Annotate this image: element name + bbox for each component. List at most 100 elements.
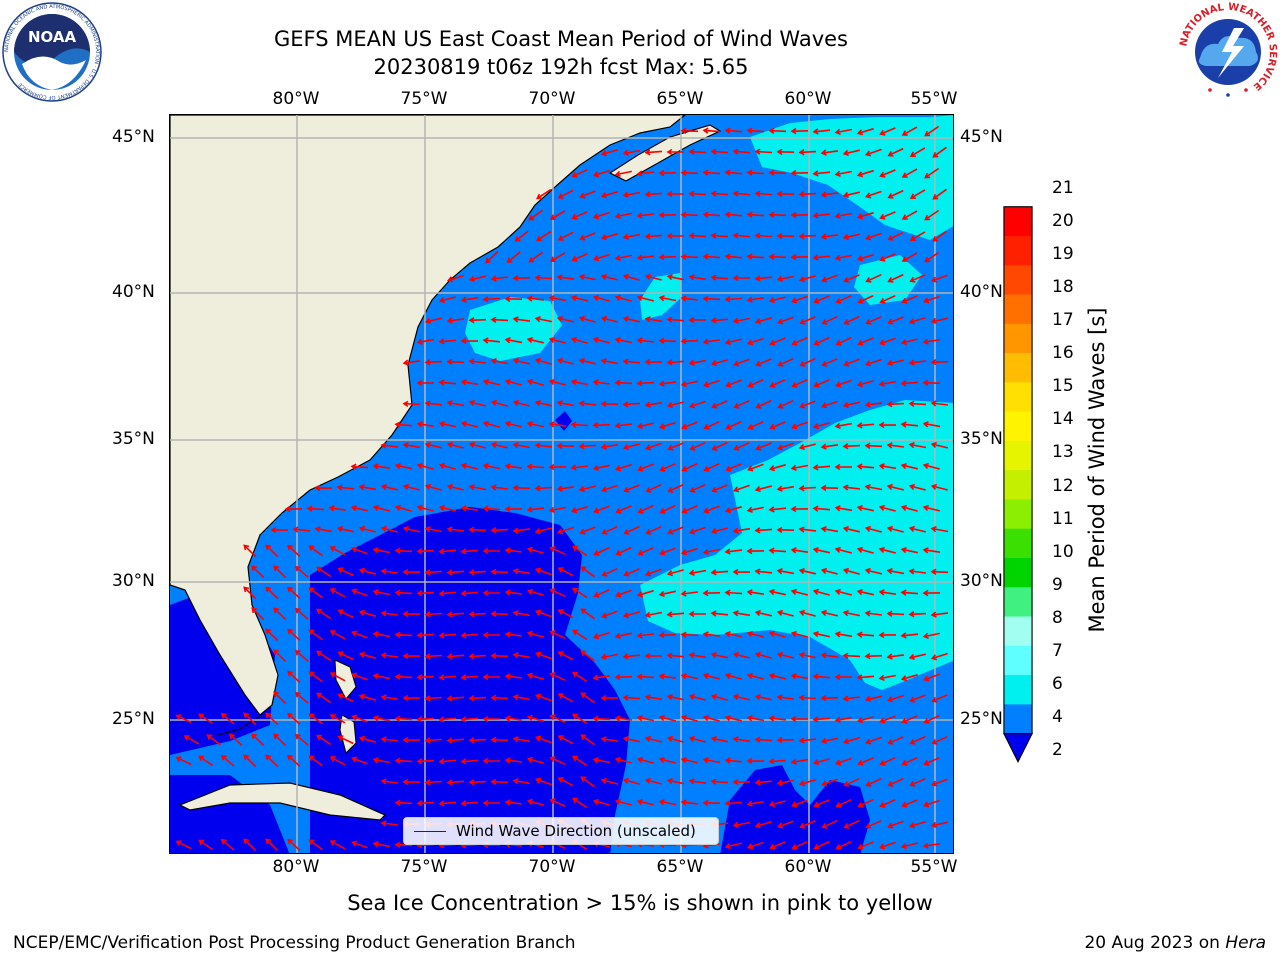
wave-direction-arrow [549,672,566,682]
wave-direction-arrow [887,736,904,745]
wave-direction-arrow [702,631,721,638]
lon-tick-top: 70°W [528,89,576,109]
wave-direction-arrow [901,252,918,262]
wave-direction-arrow [813,799,830,808]
wave-direction-arrow [798,191,817,198]
wave-direction-arrow [689,483,706,493]
wave-direction-arrow [865,820,882,829]
north-america-land [170,115,686,716]
wave-direction-arrow [644,611,663,618]
colorbar-tick-label: 21 [1052,178,1074,198]
wave-direction-arrow [710,778,729,785]
wave-direction-arrow [438,590,457,597]
wave-direction-arrow [526,336,544,344]
wave-direction-arrow [865,316,882,325]
wave-direction-arrow [857,841,874,850]
lon-tick-bottom: 60°W [784,857,832,877]
wave-direction-arrow [579,232,596,241]
chart-subtitle: 20230819 t06z 192h fcst Max: 5.65 [373,55,749,79]
wave-direction-arrow [175,756,192,766]
wave-direction-arrow [658,380,677,387]
wave-direction-arrow [777,357,794,367]
wave-direction-arrow [702,714,720,722]
wave-direction-arrow [746,169,765,176]
wave-direction-arrow [636,254,655,261]
colorbar-cell [1003,470,1033,500]
wave-direction-arrow [416,338,435,345]
wave-direction-arrow [834,757,852,766]
wave-direction-arrow [526,588,544,596]
wave-direction-arrow [658,421,676,430]
wave-direction-arrow [402,568,421,576]
wave-direction-arrow [622,149,641,156]
colorbar-cell [1003,675,1033,705]
wave-direction-arrow [732,778,751,786]
wave-direction-arrow [834,546,852,554]
wave-direction-arrow [747,463,764,472]
wave-direction-arrow [534,735,552,744]
wave-direction-arrow [724,548,743,555]
wave-direction-arrow [724,506,742,514]
wave-direction-arrow [251,607,265,621]
wave-direction-arrow [842,191,860,199]
wave-direction-arrow [908,483,926,491]
wave-direction-arrow [732,736,751,743]
wave-direction-arrow [636,422,654,430]
wave-direction-arrow [314,484,333,492]
wave-direction-arrow [865,273,882,283]
wave-direction-arrow [622,273,640,281]
wave-direction-arrow [666,652,685,659]
wave-direction-arrow [754,317,772,325]
wave-direction-arrow [821,358,838,367]
wave-direction-arrow [930,317,948,325]
wave-direction-arrow [446,779,465,786]
wave-direction-arrow [887,777,904,787]
wave-direction-arrow [879,211,896,220]
wave-direction-arrow [636,632,655,639]
wave-direction-arrow [776,609,794,617]
wave-direction-arrow [702,169,721,176]
wave-direction-arrow [580,776,595,788]
machine-name: Hera [1225,933,1266,953]
wave-direction-arrow [791,378,808,388]
wave-direction-arrow [286,838,301,851]
wave-direction-arrow [380,525,398,533]
wave-direction-arrow [658,211,677,219]
wave-direction-arrow [251,565,265,579]
wave-direction-arrow [592,169,610,178]
wave-direction-arrow [864,358,882,367]
wave-direction-arrow [570,421,589,428]
wave-direction-arrow [556,357,574,365]
wave-direction-arrow [900,589,919,596]
wave-direction-arrow [380,442,399,449]
colorbar-cell [1003,440,1033,471]
wave-direction-arrow [460,716,479,723]
wave-direction-arrow [644,233,663,240]
wave-direction-arrow [416,590,435,597]
wave-direction-arrow [614,798,632,806]
wave-direction-arrow [504,715,523,722]
wave-direction-arrow [570,379,588,386]
wave-direction-arrow [834,588,852,596]
wave-direction-arrow [908,525,926,533]
wave-direction-arrow [243,586,257,600]
noaa-logo: NATIONAL OCEANIC AND ATMOSPHERIC ADMINIS… [2,2,102,102]
wave-direction-arrow [572,797,588,809]
wave-direction-arrow [243,754,257,768]
wave-direction-arrow [864,525,882,533]
wave-direction-arrow [856,422,875,429]
wave-direction-arrow [622,777,640,785]
wave-direction-arrow [460,379,479,386]
wave-direction-arrow [402,525,420,533]
wave-direction-arrow [578,443,597,450]
wave-direction-arrow [821,315,838,325]
wave-direction-arrow [424,400,442,407]
wave-direction-arrow [446,483,464,491]
colorbar-tick-label: 9 [1052,574,1063,595]
wave-direction-arrow [878,463,897,470]
wave-direction-arrow [659,504,676,514]
wave-direction-arrow [644,401,663,408]
wave-direction-arrow [644,694,663,701]
wave-direction-arrow [424,441,442,449]
wave-direction-arrow [725,463,742,472]
